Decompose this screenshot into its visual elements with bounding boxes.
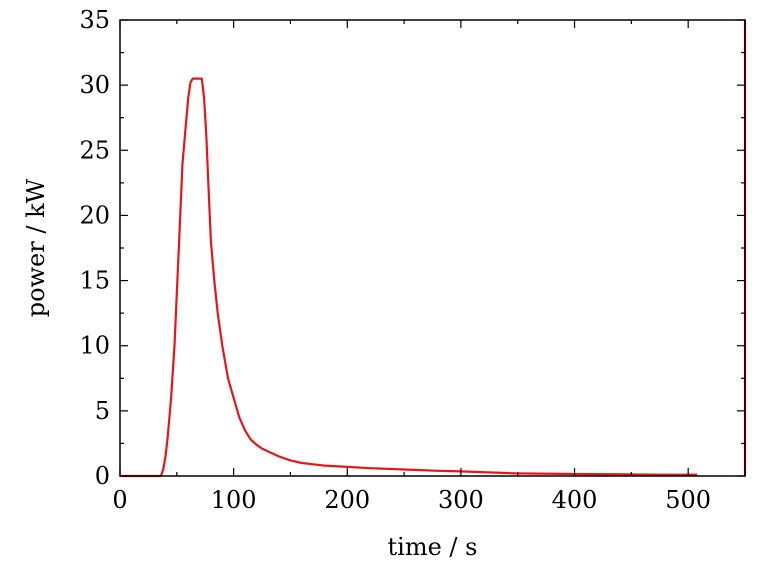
x-tick-label: 500 [665, 486, 711, 514]
x-axis-title: time / s [388, 533, 478, 561]
x-tick-label: 200 [324, 486, 370, 514]
x-tick-label: 300 [438, 486, 484, 514]
y-tick-label: 5 [95, 397, 110, 425]
power-series-line [120, 77, 698, 478]
y-tick-label: 10 [79, 332, 110, 360]
y-axis-title: power / kW [22, 178, 50, 317]
axis-ticks: 0 100 200 300 400 500 0 5 10 15 20 25 30 35 [79, 6, 746, 514]
y-tick-label: 30 [79, 71, 110, 99]
y-tick-label: 35 [79, 6, 110, 34]
x-tick-label: 400 [552, 486, 598, 514]
axes-frame [119, 19, 746, 477]
plot-area [120, 20, 747, 478]
x-tick-label: 0 [112, 486, 127, 514]
y-tick-label: 20 [79, 201, 110, 229]
y-tick-label: 25 [79, 136, 110, 164]
y-tick-label: 15 [79, 267, 110, 295]
y-tick-label: 0 [95, 462, 110, 490]
x-tick-label: 100 [211, 486, 257, 514]
